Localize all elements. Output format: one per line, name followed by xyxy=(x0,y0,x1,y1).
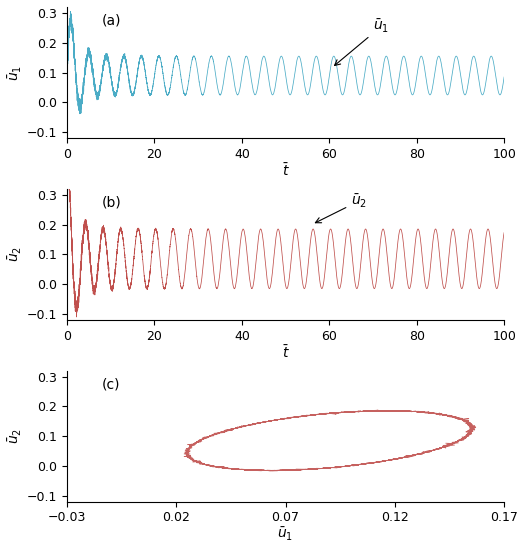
Text: (b): (b) xyxy=(102,195,122,210)
Text: (c): (c) xyxy=(102,377,121,391)
X-axis label: $\bar{t}$: $\bar{t}$ xyxy=(281,162,289,179)
Y-axis label: $\bar{u}_1$: $\bar{u}_1$ xyxy=(7,64,24,81)
Text: $\bar{u}_1$: $\bar{u}_1$ xyxy=(334,18,389,65)
Y-axis label: $\bar{u}_2$: $\bar{u}_2$ xyxy=(7,428,24,444)
X-axis label: $\bar{t}$: $\bar{t}$ xyxy=(281,344,289,361)
Text: (a): (a) xyxy=(102,14,121,28)
Y-axis label: $\bar{u}_2$: $\bar{u}_2$ xyxy=(7,246,24,262)
X-axis label: $\bar{u}_1$: $\bar{u}_1$ xyxy=(278,526,293,543)
Text: $\bar{u}_2$: $\bar{u}_2$ xyxy=(316,192,367,223)
